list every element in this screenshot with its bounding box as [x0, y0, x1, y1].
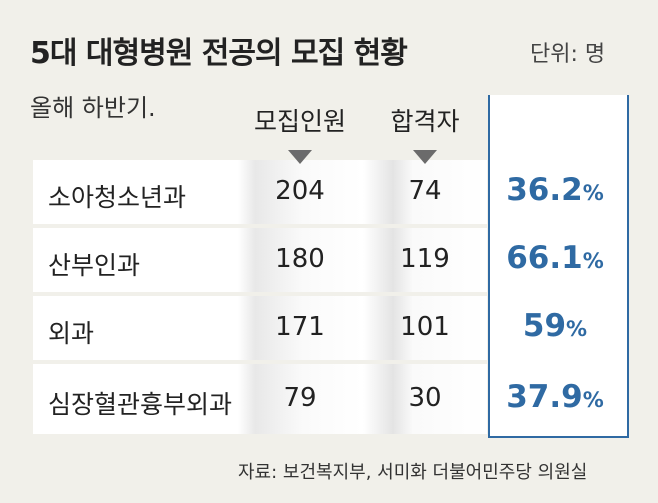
cell: 79	[283, 383, 317, 413]
subtitle: 올해 하반기.	[30, 94, 156, 122]
source: 자료: 보건복지부, 서미화 더불어민주당 의원실	[238, 462, 588, 483]
row-label: 소아청소년과	[48, 183, 187, 212]
cell: 119	[400, 244, 450, 274]
row-bg	[33, 296, 487, 360]
arrow	[288, 150, 312, 164]
rate-cell: 36.2%	[506, 172, 604, 208]
title: 5대 대형병원 전공의 모집 현황	[30, 36, 408, 71]
unit-sign: %	[582, 181, 604, 205]
rate-cell: 66.1%	[506, 240, 604, 276]
rate-cell: 37.9%	[506, 379, 604, 415]
arrow	[413, 150, 437, 164]
column-header: 합격자	[390, 107, 460, 136]
row-bg	[33, 228, 487, 292]
unit: 단위: 명	[530, 42, 606, 67]
row-bg	[33, 160, 487, 224]
cell: 101	[400, 312, 450, 342]
rate-box	[488, 95, 629, 438]
rate-cell: 59%	[522, 308, 588, 344]
row-label: 심장혈관흉부외과	[48, 390, 233, 419]
cell: 204	[275, 176, 325, 206]
column-header: 지원율	[523, 107, 593, 136]
column-header: 모집인원	[253, 107, 346, 136]
unit-sign: %	[582, 249, 604, 273]
unit-sign: %	[582, 388, 604, 412]
cell: 30	[408, 383, 442, 413]
cell: 74	[408, 176, 442, 206]
row-label: 외과	[48, 319, 95, 348]
row-bg	[33, 364, 487, 434]
row-label: 산부인과	[48, 251, 141, 280]
unit-sign: %	[566, 317, 588, 341]
cell: 180	[275, 244, 325, 274]
cell: 171	[275, 312, 325, 342]
